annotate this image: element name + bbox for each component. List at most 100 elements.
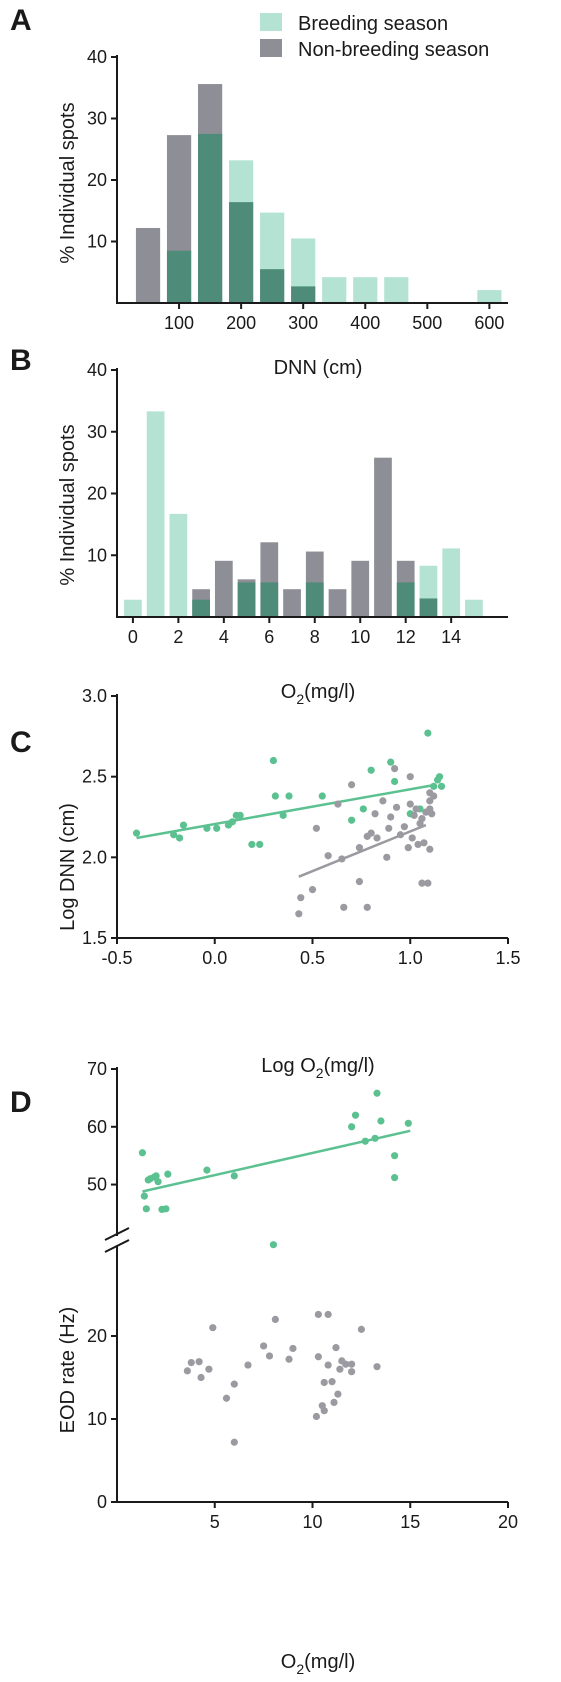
x-tick-label: 4 <box>219 627 229 647</box>
breeding-point-17 <box>373 1089 381 1097</box>
bar-overlap-5 <box>291 286 316 303</box>
breeding-fit-line <box>142 1129 411 1193</box>
breeding-point-28 <box>437 782 446 790</box>
nonbreeding-point-38 <box>426 797 434 805</box>
nonbreeding-point-4 <box>205 1365 213 1373</box>
x-tick-label: 500 <box>412 313 442 333</box>
bar-breeding-14 <box>442 548 461 617</box>
panel-c-letter: C <box>10 726 32 759</box>
nonbreeding-point-15 <box>373 834 381 842</box>
nonbreeding-point-30 <box>418 879 426 887</box>
x-tick-label: -0.5 <box>101 948 132 968</box>
nonbreeding-point-40 <box>426 789 434 797</box>
nonbreeding-point-11 <box>265 1352 274 1360</box>
panel-b-xlabel-main: O <box>281 681 297 703</box>
nonbreeding-point-16 <box>379 797 387 805</box>
legend-swatch-nonbreeding <box>260 39 282 57</box>
nonbreeding-point-26 <box>410 811 418 819</box>
x-tick-label: 200 <box>226 313 256 333</box>
nonbreeding-point-9 <box>355 877 364 886</box>
nonbreeding-point-35 <box>426 845 434 853</box>
bar-breeding-9 <box>477 290 502 303</box>
nonbreeding-point-0 <box>183 1367 191 1375</box>
y-tick-label: 0 <box>97 1492 107 1512</box>
panel-b-ylabel: % Individual spots <box>57 424 79 585</box>
breeding-point-7 <box>154 1178 162 1186</box>
breeding-point-2 <box>175 834 184 842</box>
nonbreeding-point-7 <box>340 903 348 911</box>
breeding-point-2 <box>142 1205 150 1213</box>
panel-a-xlabel: DNN (cm) <box>274 357 363 379</box>
nonbreeding-point-25 <box>408 834 416 842</box>
nonbreeding-point-23 <box>328 1378 336 1386</box>
nonbreeding-point-4 <box>324 852 332 860</box>
breeding-point-14 <box>351 1111 360 1119</box>
nonbreeding-point-3 <box>197 1373 205 1382</box>
nonbreeding-point-31 <box>357 1325 365 1333</box>
nonbreeding-point-9 <box>244 1361 252 1369</box>
y-tick-label: 2.0 <box>82 847 107 867</box>
nonbreeding-point-8 <box>348 781 356 789</box>
nonbreeding-point-6 <box>222 1394 231 1402</box>
breeding-point-15 <box>285 792 293 800</box>
x-tick-label: 0 <box>128 627 138 647</box>
bar-breeding-1 <box>146 411 165 617</box>
nonbreeding-point-20 <box>320 1407 328 1415</box>
breeding-point-20 <box>387 758 395 766</box>
y-tick-label: 30 <box>87 109 107 129</box>
nonbreeding-point-17 <box>314 1310 322 1319</box>
breeding-point-20 <box>391 1174 399 1182</box>
y-tick-label: 3.0 <box>82 686 107 706</box>
y-tick-label: 2.5 <box>82 767 107 787</box>
nonbreeding-point-22 <box>400 823 408 831</box>
nonbreeding-point-3 <box>312 824 321 832</box>
bar-overlap-1 <box>166 250 192 303</box>
y-tick-label: 20 <box>87 1326 107 1346</box>
panel-a: A 10 20 30 40 100 200 300 400 500 600 % Individua… <box>10 4 508 379</box>
panel-d-xlabel-main: O <box>281 1651 297 1673</box>
y-tick-label: 10 <box>87 545 107 565</box>
axis-break-mark-top <box>104 1227 130 1241</box>
panel-c-xlabel-main: Log O <box>261 1055 315 1077</box>
bar-overlap-5 <box>237 582 256 617</box>
x-tick-label: 600 <box>474 313 504 333</box>
nonbreeding-point-37 <box>428 810 436 818</box>
y-tick-label: 40 <box>87 47 107 67</box>
nonbreeding-point-1 <box>297 894 305 902</box>
nonbreeding-point-2 <box>195 1358 203 1366</box>
breeding-point-9 <box>162 1205 170 1213</box>
breeding-point-low-0 <box>269 1241 277 1249</box>
x-tick-label: 8 <box>310 627 320 647</box>
legend-swatch-breeding <box>260 13 282 31</box>
x-tick-label: 14 <box>441 627 461 647</box>
nonbreeding-point-21 <box>324 1361 332 1369</box>
nonbreeding-point-13 <box>367 829 375 837</box>
bar-overlap-12 <box>396 582 415 617</box>
nonbreeding-point-27 <box>412 805 420 813</box>
panel-a-letter: A <box>10 4 32 37</box>
panel-d-xlabel: O2(mg/l) <box>281 1651 355 1677</box>
y-tick-label: 20 <box>87 170 107 190</box>
nonbreeding-point-11 <box>363 903 371 911</box>
panel-b-xlabel-tail: (mg/l) <box>304 681 355 703</box>
bar-overlap-13 <box>419 598 438 617</box>
breeding-point-1 <box>140 1192 148 1200</box>
panel-b: B 10 20 30 40 0 2 4 6 8 10 12 14 % Individual spots… <box>10 344 508 707</box>
breeding-point-13 <box>271 792 279 800</box>
panel-c-xlabel-tail: (mg/l) <box>324 1055 375 1077</box>
nonbreeding-point-16 <box>314 1353 322 1361</box>
y-tick-label: 50 <box>87 1175 107 1195</box>
nonbreeding-point-25 <box>332 1344 340 1352</box>
y-tick-label: 30 <box>87 422 107 442</box>
x-tick-label: 5 <box>210 1512 220 1532</box>
nonbreeding-point-7 <box>230 1380 238 1388</box>
breeding-point-18 <box>377 1117 385 1125</box>
bar-breeding-6 <box>322 277 347 303</box>
y-tick-label: 10 <box>87 232 107 252</box>
nonbreeding-point-2 <box>308 886 317 894</box>
bar-nonbreeding-7 <box>283 589 301 617</box>
panel-d-ylabel: EOD rate (Hz) <box>57 1307 79 1434</box>
nonbreeding-point-14 <box>289 1344 297 1353</box>
breeding-point-21 <box>404 1119 412 1127</box>
